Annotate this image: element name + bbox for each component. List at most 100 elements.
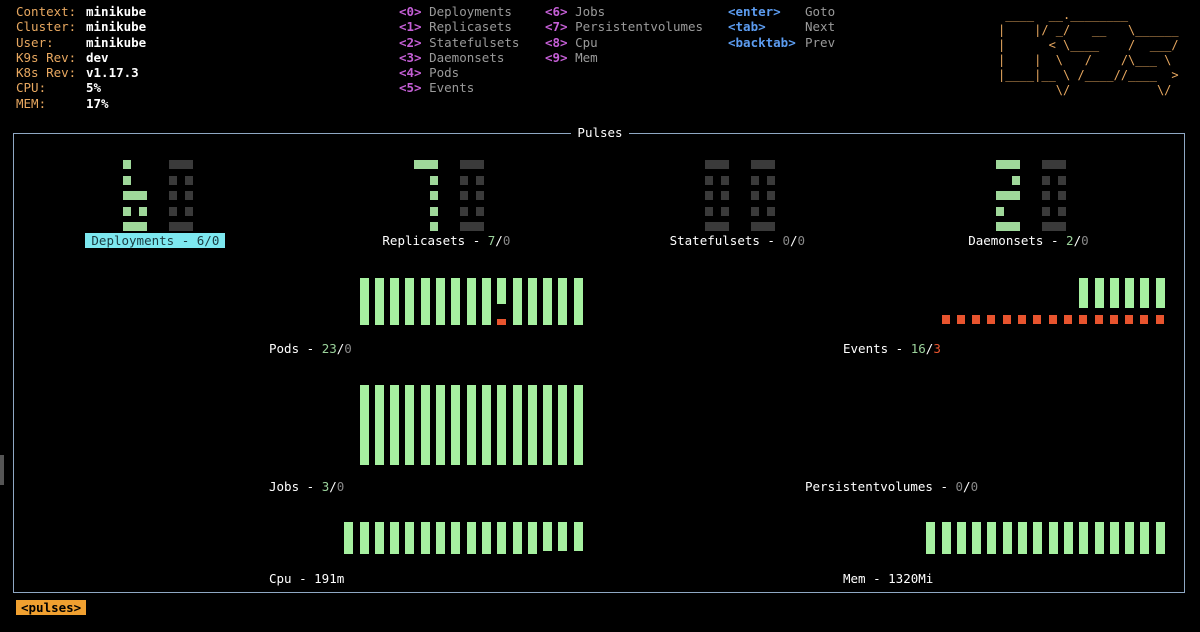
pulse-ok-bar <box>1048 522 1058 554</box>
shortcut-key: <6> <box>545 4 568 19</box>
pulse-ok-bar <box>374 278 384 325</box>
gauge-err-count: 0 <box>1081 233 1089 248</box>
gauge-label: Deployments - 6/0 <box>85 233 226 248</box>
gauge-err-digit <box>767 222 775 231</box>
gauge-ok-digit <box>430 175 438 185</box>
gauge-label: Statefulsets - 0/0 <box>669 233 806 248</box>
info-value: 17% <box>86 95 109 111</box>
menu-item-daemonsets[interactable]: <3> Daemonsets <box>399 50 519 65</box>
pulse-ok-bar <box>1079 278 1089 308</box>
info-value: minikube <box>86 4 147 19</box>
gauge-ok-digit <box>721 191 729 200</box>
menu-item-pods[interactable]: <4> Pods <box>399 65 519 80</box>
pulse-ok-bar <box>1109 278 1119 308</box>
pulse-err-bar <box>1002 315 1011 324</box>
gauge-ok-digit <box>1004 176 1012 185</box>
menu-item-cpu[interactable]: <8> Cpu <box>545 35 703 50</box>
pulse-err-count: 3 <box>933 341 941 356</box>
shortcut-key: <2> <box>399 34 422 50</box>
pulse-ok-bar <box>390 278 400 325</box>
menu-item-events[interactable]: <5> Events <box>399 80 519 95</box>
pulse-ok-bar <box>420 522 430 554</box>
k9s-logo: ____ __.________ | |/ _/ __ \______ | < … <box>998 8 1179 97</box>
gauge-ok-digit <box>131 207 139 216</box>
gauge-err-digit <box>460 160 468 169</box>
pulse-name: Jobs <box>269 479 300 494</box>
menu-item-persistentvolumes[interactable]: <7> Persistentvolumes <box>545 19 703 34</box>
gauge-ok-digit <box>422 176 430 185</box>
gauge-ok-digit <box>1012 160 1020 169</box>
pulse-label-cpu[interactable]: Cpu - 191m <box>269 571 345 586</box>
pulse-label-jobs[interactable]: Jobs - 3/0 <box>269 479 345 494</box>
gauge-err-digit <box>759 160 767 169</box>
pulse-err-bar <box>1140 315 1149 324</box>
pulse-err-bar <box>497 319 507 325</box>
pulse-ok-bar <box>956 522 966 554</box>
pulse-name: Pods <box>269 341 300 356</box>
pulse-err-count: 0 <box>344 341 352 356</box>
gauge-err-digit <box>1050 207 1058 216</box>
shortcut-key: <enter> <box>728 4 781 19</box>
gauge-ok-digit <box>996 206 1004 216</box>
shortcut-key: <3> <box>399 49 422 65</box>
pulse-label-mem[interactable]: Mem - 1320Mi <box>843 571 934 586</box>
gauge-ok-digit <box>131 222 139 231</box>
gauge-ok-digit <box>705 206 713 216</box>
gauge-err-digit <box>1058 191 1066 200</box>
menu-label: Daemonsets <box>429 49 505 65</box>
menu-label: Jobs <box>575 4 606 19</box>
info-row: K9s Rev: dev <box>16 50 146 65</box>
gauge-err-digit <box>177 222 185 231</box>
gauge-err-digit <box>476 160 484 169</box>
gauge-err-digit <box>759 222 767 231</box>
menu-item-prev[interactable]: <backtab> Prev <box>728 35 835 50</box>
menu-item-replicasets[interactable]: <1> Replicasets <box>399 19 519 34</box>
gauge-err-digit <box>1058 222 1066 231</box>
pulse-ok-bar <box>512 278 522 325</box>
gauge-ok-digit <box>705 191 713 200</box>
menu-label: Events <box>429 80 475 96</box>
menu-item-goto[interactable]: <enter> Goto <box>728 4 835 19</box>
pulse-ok-bar <box>512 385 522 465</box>
gauge-err-digit <box>1042 191 1050 200</box>
gauge-ok-digit <box>1004 222 1012 231</box>
pulse-ok-bar <box>481 278 491 325</box>
menu-item-next[interactable]: <tab> Next <box>728 19 835 34</box>
breadcrumb-pulses[interactable]: <pulses> <box>16 600 87 615</box>
menu-label: Deployments <box>429 4 512 19</box>
gauge-err-digit <box>767 206 775 216</box>
gauge-err-digit <box>476 222 484 231</box>
frame-title: Pulses <box>0 125 1200 140</box>
gauge-err-digit <box>1058 206 1066 216</box>
pulse-label-events[interactable]: Events - 16/3 <box>843 341 941 356</box>
pulse-err-count: 0 <box>970 479 979 494</box>
pulse-label-persistentvolumes[interactable]: Persistentvolumes - 0/0 <box>805 479 979 494</box>
pulse-ok-bar <box>344 522 354 554</box>
gauge-err-digit <box>185 222 193 231</box>
gauge-err-digit <box>177 160 185 169</box>
gauge-err-digit <box>185 191 193 200</box>
pulse-err-bar <box>1033 315 1042 324</box>
pulse-ok-bar <box>359 385 369 465</box>
pulse-ok-bar <box>1140 522 1150 554</box>
gauge-err-digit <box>169 191 177 200</box>
pulse-ok-bar <box>573 522 583 551</box>
gauge-err-digit <box>767 191 775 200</box>
menu-item-deployments[interactable]: <0> Deployments <box>399 4 519 19</box>
gauge-ok-count: 0 <box>782 233 791 248</box>
gauge-err-digit <box>460 206 468 216</box>
info-row: Context: minikube <box>16 4 146 19</box>
pulse-ok-bar <box>451 385 461 465</box>
scrollbar[interactable] <box>0 455 4 485</box>
pulse-ok-bar <box>1155 522 1165 554</box>
pulse-label-pods[interactable]: Pods - 23/0 <box>269 341 352 356</box>
gauge-err-digit <box>1042 206 1050 216</box>
menu-item-statefulsets[interactable]: <2> Statefulsets <box>399 35 519 50</box>
gauge-err-digit <box>185 160 193 169</box>
menu-item-mem[interactable]: <9> Mem <box>545 50 703 65</box>
shortcut-key: <0> <box>399 4 422 19</box>
menu-item-jobs[interactable]: <6> Jobs <box>545 4 703 19</box>
menu-label: Pods <box>429 65 460 81</box>
gauge-err-digit <box>1058 175 1066 185</box>
pulse-err-bar <box>1094 315 1103 324</box>
